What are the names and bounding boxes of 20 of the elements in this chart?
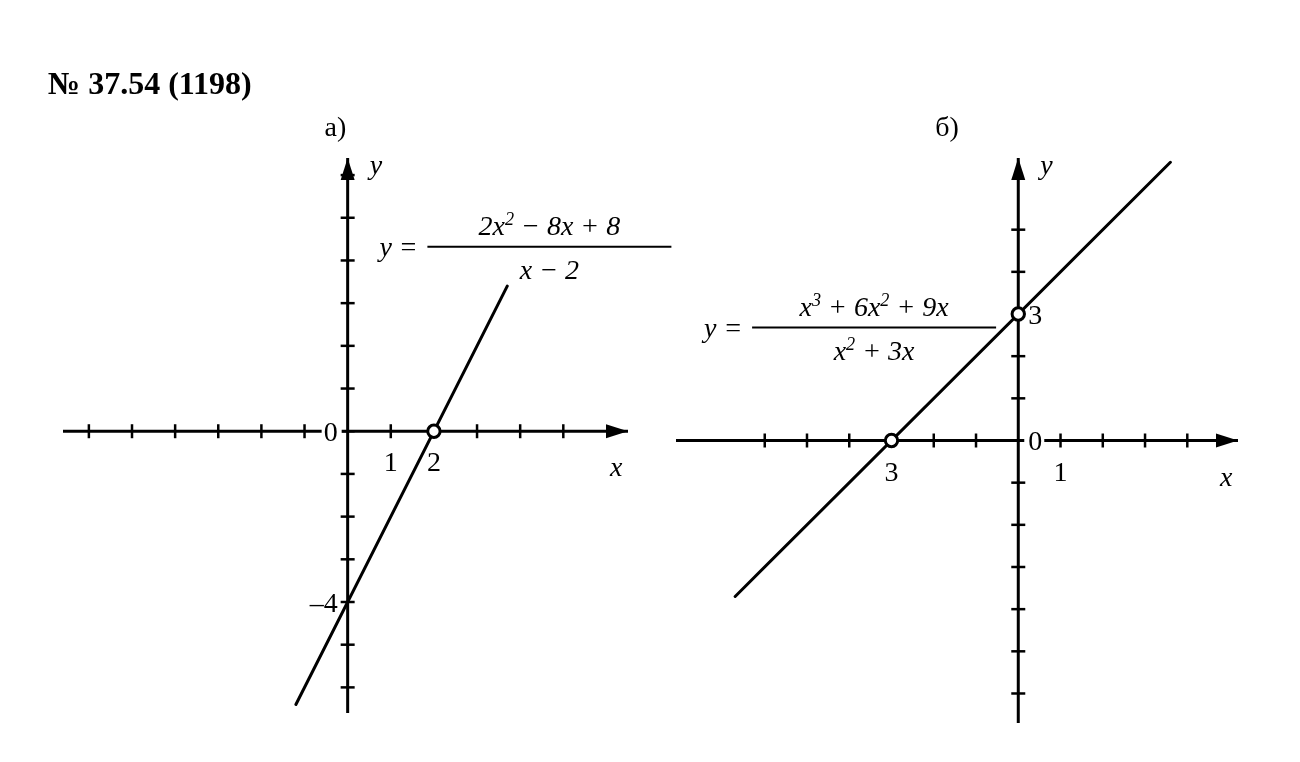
y-tick-label: –4: [308, 586, 338, 618]
annotation: 2x$^{2}$ − 8x + 8: [478, 208, 621, 241]
x-tick-label: 2: [426, 446, 441, 478]
y-axis-title: y: [1037, 149, 1054, 180]
x-axis-title: x: [609, 451, 623, 483]
chart-subtitle: б): [935, 111, 959, 142]
annotation: x − 2: [518, 253, 580, 285]
chart-title: № 37.54 (1198): [48, 65, 252, 101]
annotation: x$^{3}$ + 6x$^{2}$ + 9x: [798, 289, 950, 322]
x-tick-label: 3: [884, 455, 899, 487]
y-tick-label: 0: [1028, 425, 1043, 456]
annotation: y =: [376, 230, 418, 262]
x-tick-label: 1: [1053, 455, 1068, 487]
x-axis-title: x: [1219, 460, 1233, 492]
y-axis-title: y: [366, 149, 383, 180]
annotation: x$^{2}$ + 3x: [832, 333, 916, 366]
annotation: y =: [701, 311, 743, 343]
chart-subtitle: а): [324, 111, 347, 142]
x-tick-label: 1: [383, 446, 398, 478]
y-tick-label: 0: [323, 415, 338, 447]
